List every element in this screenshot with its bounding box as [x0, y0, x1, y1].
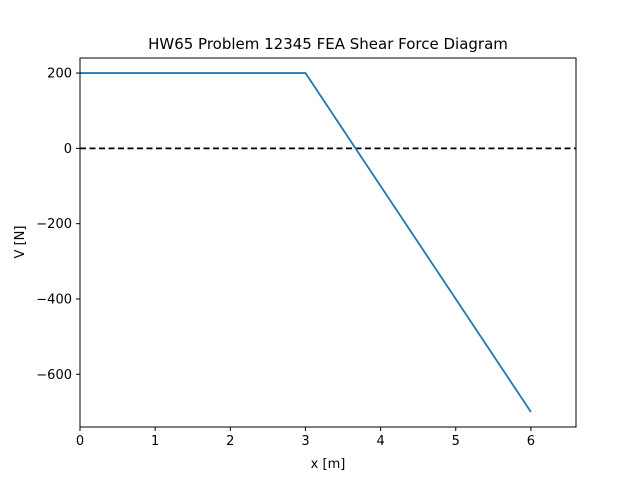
x-tick-label: 6 [527, 434, 535, 449]
x-tick-label: 4 [376, 434, 384, 449]
x-axis-label: x [m] [311, 457, 346, 472]
shear-force-line [80, 72, 532, 413]
axes-frame [79, 57, 577, 428]
y-tick-label: −400 [36, 292, 72, 307]
x-tick-label: 1 [151, 434, 159, 449]
y-tick-label: 200 [47, 67, 72, 82]
chart-title: HW65 Problem 12345 FEA Shear Force Diagr… [148, 35, 508, 53]
x-tick-label: 5 [452, 434, 460, 449]
x-tick-label: 3 [301, 434, 309, 449]
x-tick-label: 0 [76, 434, 84, 449]
x-tick-label: 2 [226, 434, 234, 449]
y-axis-label: V [N] [13, 226, 28, 259]
y-tick-label: 0 [64, 142, 72, 157]
axis-ticks: 0 1 2 3 4 5 6 200 0 −200 −400 −600 [36, 67, 535, 449]
plot-area [80, 72, 576, 413]
y-tick-label: −200 [36, 217, 72, 232]
y-tick-label: −600 [36, 368, 72, 383]
